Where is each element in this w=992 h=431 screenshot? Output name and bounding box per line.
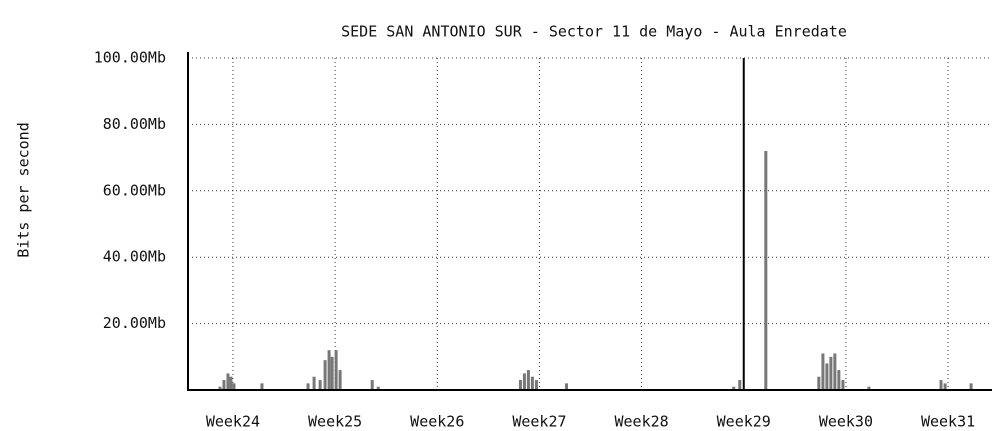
x-tick-label: Week29 — [717, 413, 771, 431]
x-tick-label: Week26 — [410, 413, 464, 431]
bar — [526, 370, 530, 390]
bar — [522, 373, 526, 390]
bar — [565, 383, 569, 390]
bar — [226, 373, 230, 390]
bar — [867, 386, 871, 390]
bar — [338, 370, 342, 390]
bar — [829, 356, 833, 390]
bar — [943, 383, 947, 390]
bar — [218, 386, 222, 390]
y-tick-label: 40.00Mb — [103, 248, 166, 266]
bar — [318, 380, 322, 390]
bar — [306, 383, 310, 390]
y-tick-label: 60.00Mb — [103, 181, 166, 199]
bar — [969, 383, 973, 390]
bar — [841, 380, 845, 390]
bar — [260, 383, 264, 390]
bar — [732, 386, 736, 390]
bar — [370, 380, 374, 390]
bar — [837, 370, 841, 390]
x-tick-label: Week31 — [921, 413, 975, 431]
bar — [232, 383, 236, 390]
x-tick-label: Week30 — [819, 413, 873, 431]
bar — [939, 380, 943, 390]
chart-title: SEDE SAN ANTONIO SUR - Sector 11 de Mayo… — [341, 23, 847, 41]
bar — [530, 376, 534, 390]
bar — [323, 360, 327, 390]
bar — [534, 380, 538, 390]
y-axis-label: Bits per second — [15, 122, 33, 257]
x-tick-label: Week24 — [206, 413, 260, 431]
y-tick-label: 80.00Mb — [103, 115, 166, 133]
bar — [222, 380, 226, 390]
bar — [518, 380, 522, 390]
x-tick-label: Week28 — [614, 413, 668, 431]
bar — [330, 356, 334, 390]
bar — [312, 376, 316, 390]
bar — [825, 363, 829, 390]
y-tick-label: 20.00Mb — [103, 314, 166, 332]
bar — [327, 350, 331, 390]
bar — [821, 353, 825, 390]
bar — [738, 380, 742, 390]
y-tick-label: 100.00Mb — [94, 49, 166, 67]
x-tick-label: Week27 — [512, 413, 566, 431]
x-tick-label: Week25 — [308, 413, 362, 431]
bar — [833, 353, 837, 390]
bar — [229, 376, 233, 390]
bar — [376, 386, 380, 390]
bar — [334, 350, 338, 390]
bar — [817, 376, 821, 390]
bar — [764, 150, 768, 390]
